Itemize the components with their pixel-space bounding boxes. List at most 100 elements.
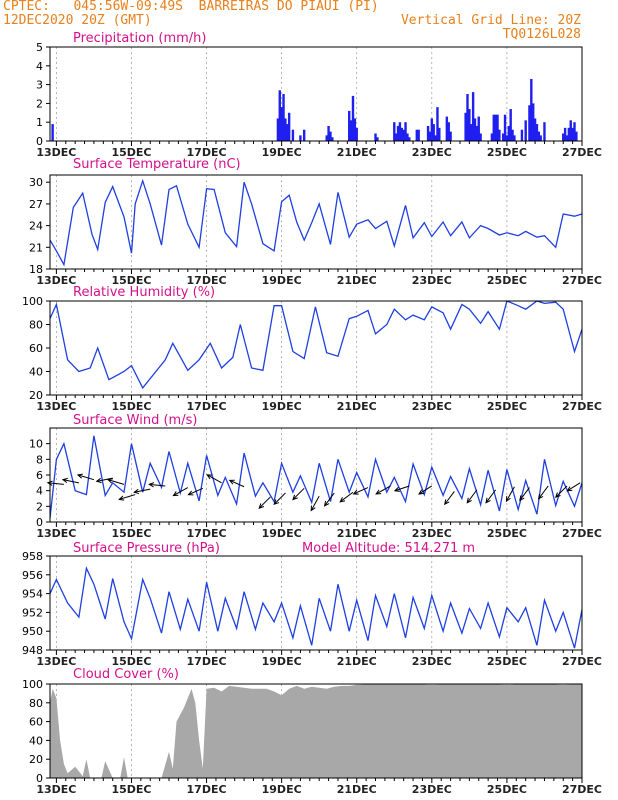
precip-bar-61 [509,109,512,141]
rh-xtick-label-1: 15DEC [111,400,151,413]
header-station: CPTEC: 045:56W-09:49S BARREIRAS DO PIAUI… [3,0,379,14]
precip-bar-11 [325,135,328,141]
cloud-ytick-label-3: 60 [29,716,43,729]
pressure-ytick-label-0: 948 [22,644,43,657]
precip-bar-36 [432,124,435,141]
wind-arrow-15 [310,495,320,512]
temp-xtick-label-2: 17DEC [187,274,227,287]
precip-bar-16 [349,120,353,141]
precip-bar-37 [434,135,437,141]
wind-arrow-20 [393,485,410,492]
precip-bar-40 [445,116,449,141]
wind-arrow-17 [339,491,354,503]
pressure-xtick-label-5: 23DEC [412,655,452,668]
wind-xtick-label-6: 25DEC [487,527,527,540]
wind-frame [49,427,583,523]
cloud-xtick-label-1: 15DEC [111,783,151,796]
precip-bar-29 [406,133,409,141]
cloud-xtick-label-4: 21DEC [337,783,377,796]
temp-xtick-label-3: 19DEC [262,274,302,287]
precip-bar-62 [511,129,514,141]
precip-ytick-label-3: 3 [36,79,43,92]
precip-bar-54 [494,114,497,141]
rh-panel: Relative Humidity (%) 20 40 60 80 100 13DEC 15D… [22,285,602,413]
precip-bar-35 [430,118,434,141]
pressure-ytick-label-5: 958 [22,550,43,563]
precip-bar-5 [284,118,287,141]
precip-bar-75 [563,127,567,141]
precip-title: Precipitation (mm/h) [73,31,206,46]
cloud-xtick-label-0: 13DEC [36,783,76,796]
precip-bar-52 [490,133,494,141]
rh-xtick-label-2: 17DEC [187,400,227,413]
precip-bar-2 [278,90,281,141]
precip-bar-33 [426,125,430,141]
precip-bar-64 [520,129,524,141]
precip-bar-28 [404,122,407,141]
precip-bar-42 [449,131,452,141]
cloud-ytick-label-4: 80 [29,697,43,710]
precip-xtick-label-0: 13DEC [36,146,76,159]
precip-bar-18 [353,118,357,141]
precip-bar-53 [492,114,495,141]
precip-bar-56 [498,129,501,141]
rh-xtick-label-6: 25DEC [487,400,527,413]
pressure-xtick-label-6: 25DEC [487,655,527,668]
precip-bar-67 [530,78,533,141]
cloud-xtick-label-6: 25DEC [487,783,527,796]
rh-series-line [49,300,583,390]
wind-ytick-label-1: 2 [36,500,43,513]
pressure-panel: Surface Pressure (hPa) Model Altitude: 51… [22,541,602,668]
precip-bar-22 [393,122,396,141]
pressure-xtick-label-2: 17DEC [187,655,227,668]
precip-xtick-label-3: 19DEC [262,146,302,159]
wind-arrow-8 [172,487,189,497]
precip-bar-66 [528,105,531,141]
wind-arrow-11 [228,479,245,488]
wind-arrow-28 [554,485,568,498]
wind-ytick-label-5: 10 [29,438,43,451]
wind-ytick-label-4: 8 [36,453,43,466]
precip-bar-30 [408,137,411,141]
precip-bar-6 [286,124,289,141]
precip-bar-39 [438,127,441,141]
wind-ytick-label-0: 0 [36,516,43,529]
precip-panel: Precipitation (mm/h) 0 1 2 3 4 5 13DEC 15DEC 17DE… [36,31,602,159]
temp-xtick-label-5: 23DEC [412,274,452,287]
wind-arrow-24 [485,489,497,504]
precip-xtick-label-5: 23DEC [412,146,452,159]
precip-bar-24 [396,125,400,141]
precip-bar-63 [513,135,516,141]
rh-xtick-label-0: 13DEC [36,400,76,413]
pressure-ytick-label-4: 956 [22,569,43,582]
precip-bar-0 [51,124,54,141]
wind-arrow-0 [46,480,64,486]
wind-arrow-22 [444,491,455,506]
temp-ytick-label-2: 24 [29,220,43,233]
cloud-xtick-label-7: 27DEC [562,783,602,796]
pressure-ytick-label-2: 952 [22,606,43,619]
wind-arrow-16 [323,492,335,507]
rh-ytick-label-0: 20 [29,389,43,402]
wind-arrow-1 [61,477,80,484]
header-datetime: 12DEC2020 20Z (GMT) [3,13,152,28]
precip-bar-68 [531,103,535,141]
wind-arrow-4 [106,478,125,485]
pressure-annotation: Model Altitude: 514.271 m [302,541,475,556]
wind-xtick-label-7: 27DEC [562,527,602,540]
precip-xtick-label-1: 15DEC [111,146,151,159]
cloud-ytick-label-0: 0 [36,772,43,785]
wind-arrow-21 [418,485,433,495]
rh-xtick-label-7: 27DEC [562,400,602,413]
pressure-title: Surface Pressure (hPa) [73,541,220,556]
temp-xtick-label-4: 21DEC [337,274,377,287]
temp-ytick-label-4: 30 [29,176,43,189]
temp-series-line [49,178,583,267]
precip-bar-77 [567,127,571,141]
precip-bar-14 [331,137,334,141]
temp-xtick-label-1: 15DEC [111,274,151,287]
pressure-xtick-label-1: 15DEC [111,655,151,668]
precip-bar-50 [477,116,480,141]
wind-xtick-label-5: 23DEC [412,527,452,540]
wind-arrow-25 [505,486,515,503]
